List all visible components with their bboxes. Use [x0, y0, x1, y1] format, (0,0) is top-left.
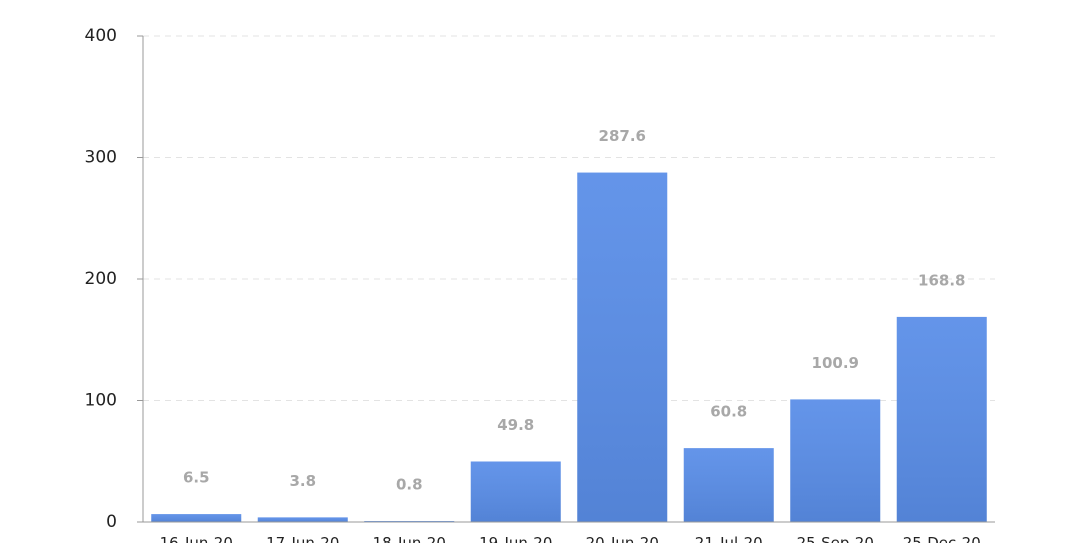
data-label: 100.9: [812, 354, 859, 372]
y-tick-label: 0: [106, 512, 117, 532]
data-label: 3.8: [289, 472, 316, 490]
data-label: 49.8: [497, 416, 534, 434]
x-tick-label: 20-Jun-20: [586, 534, 659, 543]
x-tick-label: 17-Jun-20: [266, 534, 339, 543]
bar: [683, 448, 774, 522]
y-tick-label: 400: [85, 26, 117, 46]
data-label: 287.6: [599, 127, 646, 145]
data-label: 168.8: [918, 271, 965, 289]
x-tick-label: 25-Sep-20: [797, 534, 874, 543]
data-label: 0.8: [396, 476, 423, 494]
bar: [896, 316, 987, 522]
bar: [790, 399, 881, 522]
bar: [577, 172, 668, 523]
bar: [151, 514, 242, 522]
x-tick-label: 19-Jun-20: [479, 534, 552, 543]
x-tick-label: 21-Jul-20: [695, 534, 763, 543]
data-label: 6.5: [183, 469, 210, 487]
bar: [470, 461, 561, 522]
x-tick-label: 25-Dec-20: [903, 534, 981, 543]
x-tick-label: 18-Jun-20: [373, 534, 446, 543]
data-label: 60.8: [710, 403, 747, 421]
y-tick-label: 100: [85, 391, 117, 411]
y-tick-label: 200: [85, 269, 117, 289]
y-tick-label: 300: [85, 148, 117, 168]
x-tick-label: 16-Jun-20: [160, 534, 233, 543]
bar: [257, 517, 348, 522]
